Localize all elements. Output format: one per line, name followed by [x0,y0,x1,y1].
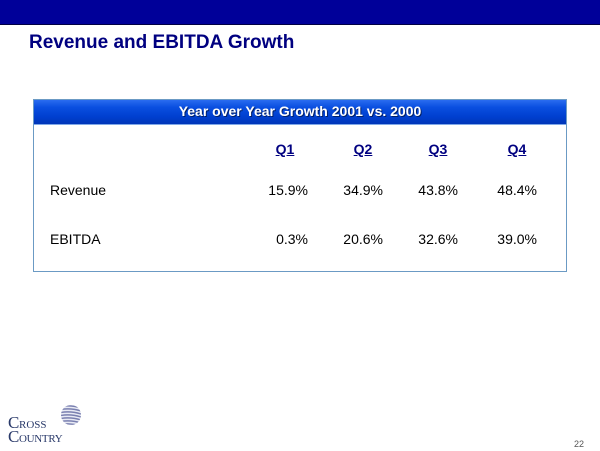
top-banner [0,0,600,25]
revenue-q4: 48.4% [497,182,537,198]
column-header-q4: Q4 [507,141,527,157]
svg-text:C: C [8,427,19,446]
revenue-q1: 15.9% [268,182,308,198]
row-label-ebitda: EBITDA [50,231,101,247]
ebitda-q1: 0.3% [276,231,308,247]
column-header-q3: Q3 [428,141,448,157]
page-number: 22 [574,439,585,449]
growth-table: Year over Year Growth 2001 vs. 2000 Q1 Q… [33,99,567,272]
ebitda-q4: 39.0% [497,231,537,247]
column-header-q1: Q1 [275,141,295,157]
ebitda-q3: 32.6% [418,231,458,247]
row-label-revenue: Revenue [50,182,107,198]
ebitda-q2: 20.6% [343,231,383,247]
table-header: Year over Year Growth 2001 vs. 2000 [34,100,566,125]
cross-country-logo: C ROSS C OUNTRY [8,404,88,446]
svg-text:C: C [8,413,19,432]
svg-text:ROSS: ROSS [19,419,47,431]
revenue-q3: 43.8% [418,182,458,198]
slide-title: Revenue and EBITDA Growth [29,32,295,53]
svg-text:OUNTRY: OUNTRY [19,433,63,445]
globe-icon: C ROSS C OUNTRY [8,405,81,446]
revenue-q2: 34.9% [343,182,383,198]
column-header-q2: Q2 [353,141,373,157]
